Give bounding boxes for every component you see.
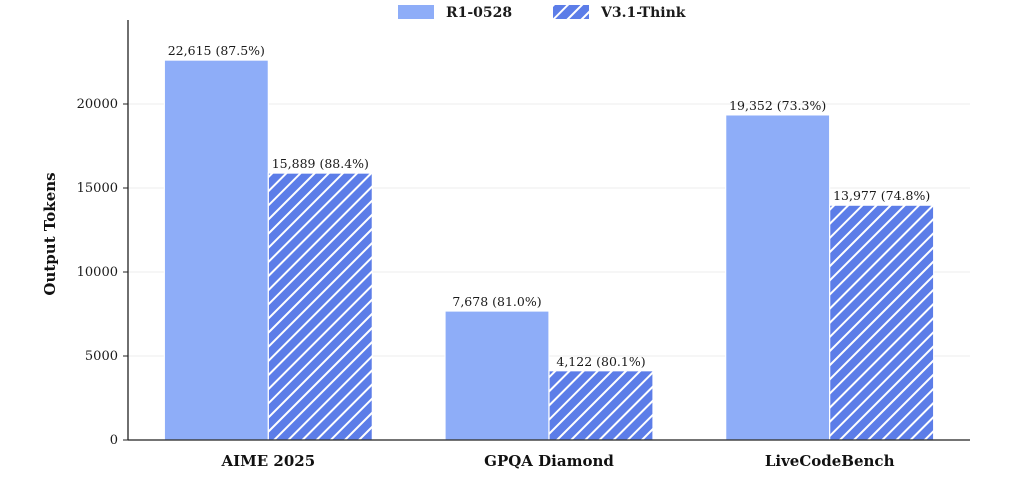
y-tick-labels: 0 5000 10000 15000 20000 xyxy=(77,97,128,448)
bar-v3-1-think-aime-2025 xyxy=(267,172,373,441)
y-tick-label: 20000 xyxy=(77,97,118,112)
y-tick-label: 15000 xyxy=(77,181,118,196)
category-label: LiveCodeBench xyxy=(765,452,895,470)
axes xyxy=(127,20,970,441)
y-tick-label: 5000 xyxy=(85,349,118,364)
bar-v3-1-think-livecodebench xyxy=(829,204,935,441)
data-label: 4,122 (80.1%) xyxy=(556,354,645,369)
bar-v3-1-think-gpqa-diamond xyxy=(548,370,654,441)
y-tick-label: 10000 xyxy=(77,265,118,280)
legend-label-v3-1-think: V3.1-Think xyxy=(600,5,686,21)
y-axis-label: Output Tokens xyxy=(41,172,59,295)
bar-r1-0528-livecodebench xyxy=(725,114,831,441)
legend-swatch-r1-0528 xyxy=(398,5,434,19)
bar-r1-0528-aime-2025 xyxy=(163,59,269,441)
bars-group xyxy=(163,59,935,441)
legend-swatch-v3-1-think xyxy=(553,5,589,19)
data-labels: 22,615 (87.5%) 15,889 (88.4%) 7,678 (81.0%… xyxy=(168,43,931,369)
data-label: 19,352 (73.3%) xyxy=(729,98,826,113)
y-tick-label: 0 xyxy=(110,433,118,448)
data-label: 15,889 (88.4%) xyxy=(272,156,369,171)
data-label: 13,977 (74.8%) xyxy=(833,188,930,203)
data-label: 7,678 (81.0%) xyxy=(452,294,541,309)
legend-label-r1-0528: R1-0528 xyxy=(446,5,512,21)
category-labels: AIME 2025 GPQA Diamond LiveCodeBench xyxy=(220,452,894,470)
data-label: 22,615 (87.5%) xyxy=(168,43,265,58)
category-label: GPQA Diamond xyxy=(484,452,614,470)
bar-r1-0528-gpqa-diamond xyxy=(444,310,550,441)
legend: R1-0528 V3.1-Think xyxy=(398,5,686,21)
category-label: AIME 2025 xyxy=(220,452,315,470)
